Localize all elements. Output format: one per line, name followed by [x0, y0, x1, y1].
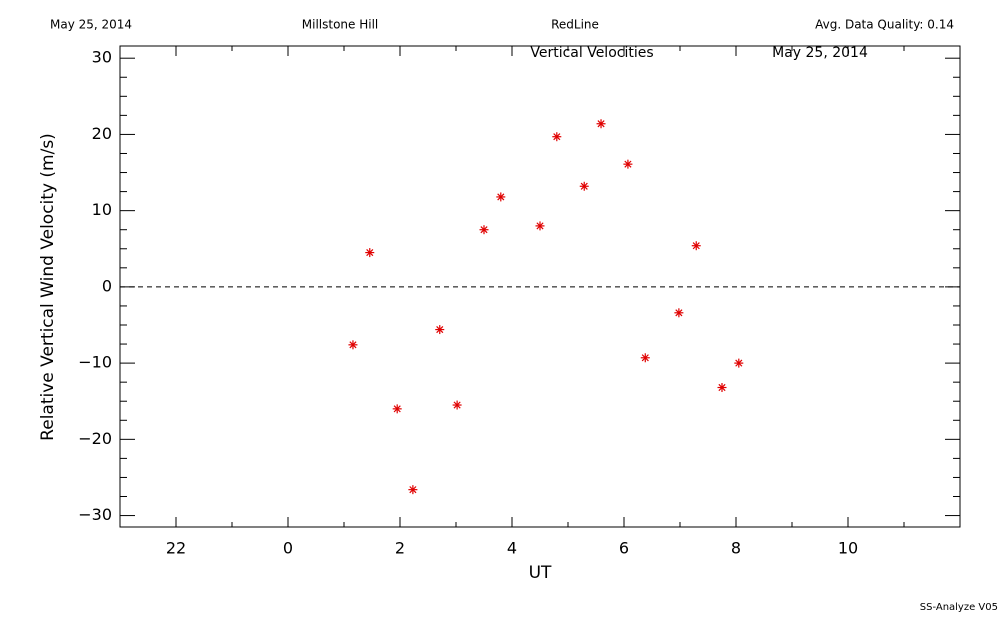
chart-title: Vertical Velocities	[530, 45, 653, 61]
x-axis-label: UT	[529, 563, 552, 583]
point	[734, 358, 744, 368]
point	[348, 340, 358, 350]
x-tick-label: 0	[283, 539, 293, 558]
y-tick-label: 30	[92, 48, 112, 67]
point	[365, 248, 375, 258]
asterisk-stroke	[597, 120, 605, 128]
x-tick-label: 2	[395, 539, 405, 558]
header-line: RedLine	[551, 18, 599, 32]
footer: SS-Analyze V05	[920, 602, 998, 613]
header-site: Millstone Hill	[302, 18, 378, 32]
y-tick-label: −10	[78, 353, 112, 372]
point	[435, 325, 445, 335]
asterisk-stroke	[553, 133, 561, 141]
point	[392, 404, 402, 414]
point	[552, 132, 562, 142]
asterisk-stroke	[436, 325, 444, 334]
point	[596, 119, 606, 129]
asterisk-stroke	[718, 383, 726, 392]
chart-subtitle: May 25, 2014	[772, 45, 868, 61]
x-tick-label: 10	[838, 539, 858, 558]
asterisk-stroke	[692, 242, 700, 250]
point	[496, 192, 506, 202]
point	[640, 353, 650, 363]
asterisk-stroke	[366, 249, 374, 257]
asterisk-stroke	[641, 354, 649, 362]
header-quality: Avg. Data Quality: 0.14	[815, 18, 954, 32]
asterisk-stroke	[580, 182, 588, 190]
asterisk-stroke	[453, 401, 461, 409]
point	[579, 181, 589, 191]
y-tick-label: −30	[78, 505, 112, 524]
asterisk-stroke	[349, 341, 357, 349]
y-tick-label: 0	[102, 276, 112, 295]
y-tick-label: 20	[92, 124, 112, 143]
y-tick-label: −20	[78, 429, 112, 448]
point	[623, 159, 633, 169]
header-date: May 25, 2014	[50, 18, 132, 32]
x-tick-label: 4	[507, 539, 517, 558]
point	[674, 308, 684, 318]
asterisk-stroke	[497, 193, 505, 201]
point	[717, 383, 727, 393]
asterisk-stroke	[393, 405, 401, 413]
point	[479, 225, 489, 235]
point	[408, 485, 418, 495]
asterisk-stroke	[409, 486, 417, 494]
point	[691, 241, 701, 251]
y-axis-label: Relative Vertical Wind Velocity (m/s)	[38, 133, 58, 441]
x-tick-label: 8	[731, 539, 741, 558]
x-tick-label: 22	[166, 539, 186, 558]
y-tick-label: 10	[92, 200, 112, 219]
asterisk-stroke	[536, 222, 544, 230]
asterisk-stroke	[675, 309, 683, 317]
point	[452, 400, 462, 410]
asterisk-stroke	[624, 160, 632, 168]
point	[535, 221, 545, 231]
asterisk-stroke	[480, 226, 488, 234]
x-tick-label: 6	[619, 539, 629, 558]
asterisk-stroke	[735, 359, 743, 367]
